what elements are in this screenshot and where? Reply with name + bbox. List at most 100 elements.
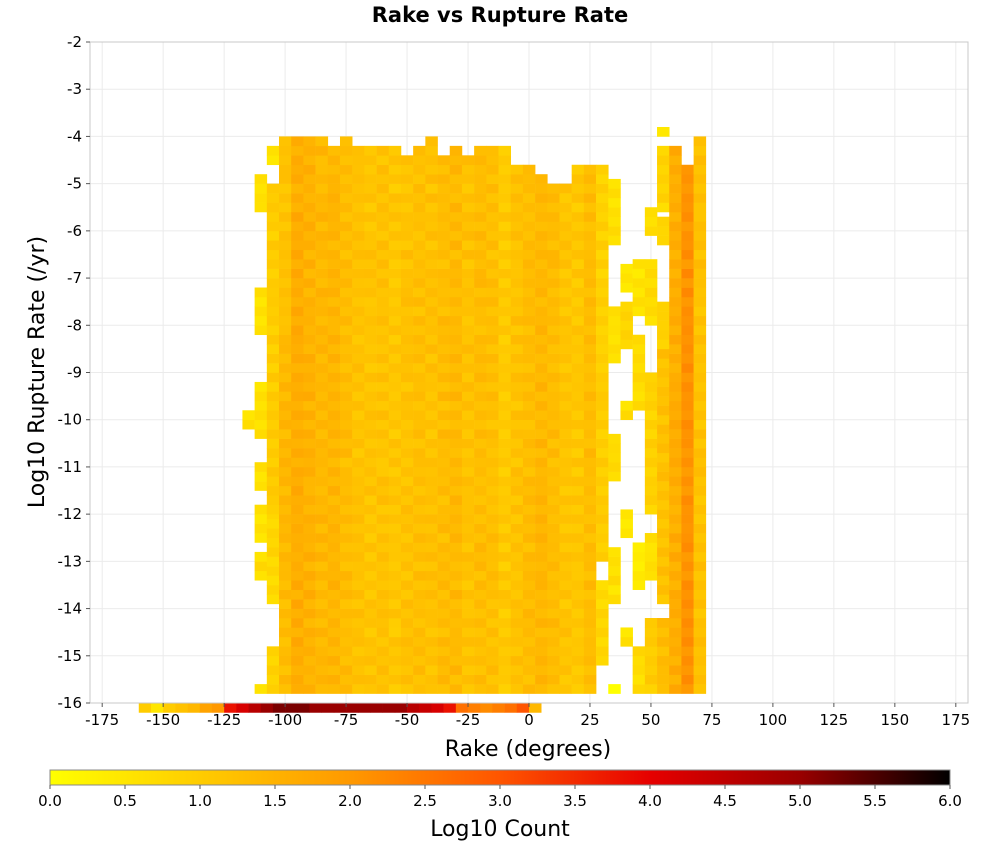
heatmap-cell: [498, 429, 512, 439]
heatmap-cell: [327, 618, 341, 628]
heatmap-cell: [498, 372, 512, 383]
heatmap-cell: [693, 221, 707, 232]
heatmap-cell: [522, 372, 536, 383]
heatmap-cell: [510, 599, 524, 609]
heatmap-cell: [461, 448, 475, 458]
heatmap-cell: [693, 448, 707, 458]
heatmap-cell: [352, 533, 365, 543]
heatmap-cell: [315, 183, 329, 194]
heatmap-cell: [498, 363, 512, 373]
heatmap-cell: [522, 684, 536, 694]
heatmap-cell: [327, 646, 341, 657]
heatmap-cell: [693, 306, 707, 317]
heatmap-cell: [632, 580, 646, 590]
heatmap-cell: [681, 504, 694, 515]
heatmap-cell: [547, 344, 560, 354]
heatmap-cell: [413, 429, 426, 439]
heatmap-cell: [279, 514, 292, 524]
heatmap-cell: [510, 504, 524, 515]
heatmap-cell: [620, 636, 633, 647]
heatmap-cell: [657, 367, 670, 378]
heatmap-cell: [266, 183, 280, 194]
heatmap-cell: [339, 655, 353, 666]
heatmap-cell: [498, 542, 512, 553]
heatmap-cell: [522, 570, 536, 581]
heatmap-cell: [693, 145, 707, 156]
heatmap-cell: [474, 221, 487, 232]
heatmap-cell: [315, 457, 329, 468]
heatmap-cell: [352, 514, 365, 524]
heatmap-cell: [571, 523, 585, 534]
heatmap-cell: [583, 306, 597, 317]
heatmap-cell: [400, 599, 414, 609]
heatmap-cell: [437, 193, 451, 203]
heatmap-cell: [352, 381, 365, 392]
heatmap-cell: [498, 211, 512, 222]
heatmap-cell: [657, 618, 670, 628]
heatmap-cell: [364, 589, 377, 600]
heatmap-cell: [498, 570, 512, 581]
heatmap-cell: [400, 438, 414, 449]
heatmap-cell: [632, 381, 646, 392]
heatmap-cell: [400, 665, 414, 675]
heatmap-cell: [644, 533, 658, 543]
heatmap-cell: [547, 599, 560, 609]
heatmap-cell: [657, 235, 670, 246]
heatmap-cell: [413, 268, 426, 279]
heatmap-cell: [352, 410, 365, 421]
x-tick-label: 75: [702, 711, 721, 729]
heatmap-cell: [303, 514, 316, 524]
heatmap-cell: [559, 400, 572, 411]
heatmap-cell: [339, 570, 353, 581]
heatmap-cell: [364, 400, 377, 411]
heatmap-cell: [620, 320, 633, 331]
heatmap-cell: [608, 306, 621, 317]
heatmap-cell: [364, 485, 377, 496]
heatmap-cell: [498, 485, 512, 496]
heatmap-cell: [535, 476, 548, 487]
heatmap-cell: [364, 674, 377, 685]
heatmap-cell: [364, 221, 377, 232]
heatmap-cell: [461, 627, 475, 638]
heatmap-cell: [449, 240, 463, 251]
heatmap-cell: [279, 618, 292, 628]
heatmap-cell: [327, 589, 341, 600]
heatmap-cell: [510, 211, 524, 222]
heatmap-cell: [474, 627, 487, 638]
heatmap-cell: [474, 618, 487, 628]
heatmap-cell: [303, 636, 316, 647]
heatmap-cell: [291, 287, 304, 298]
heatmap-cell: [364, 372, 377, 383]
heatmap-cell: [693, 438, 707, 449]
heatmap-cell: [400, 164, 414, 175]
heatmap-cell: [413, 410, 426, 421]
heatmap-cell: [339, 514, 353, 524]
heatmap-cell: [510, 627, 524, 638]
heatmap-cell: [571, 504, 585, 515]
heatmap-cell: [352, 240, 365, 251]
heatmap-cell: [620, 518, 633, 529]
heatmap-cell: [279, 523, 292, 534]
heatmap-cell: [571, 211, 585, 222]
heatmap-cell: [559, 599, 572, 609]
heatmap-cell: [522, 193, 536, 203]
heatmap-cell: [620, 282, 633, 293]
heatmap-cell: [364, 183, 377, 194]
y-axis-ticks: -2-3-4-5-6-7-8-9-10-11-12-13-14-15-16: [58, 33, 90, 712]
heatmap-cell: [522, 589, 536, 600]
heatmap-cell: [279, 344, 292, 354]
heatmap-cell: [279, 259, 292, 269]
heatmap-cell: [669, 325, 682, 336]
heatmap-cell: [522, 457, 536, 468]
heatmap-cell: [644, 485, 658, 496]
heatmap-cell: [279, 155, 292, 166]
heatmap-cell: [388, 391, 402, 402]
heatmap-cell: [303, 278, 316, 288]
heatmap-cell: [425, 136, 438, 147]
heatmap-cell: [279, 353, 292, 364]
heatmap-cell: [693, 551, 707, 562]
heatmap-cell: [376, 259, 390, 269]
heatmap-cell: [266, 438, 280, 449]
heatmap-cell: [571, 448, 585, 458]
heatmap-cell: [461, 504, 475, 515]
